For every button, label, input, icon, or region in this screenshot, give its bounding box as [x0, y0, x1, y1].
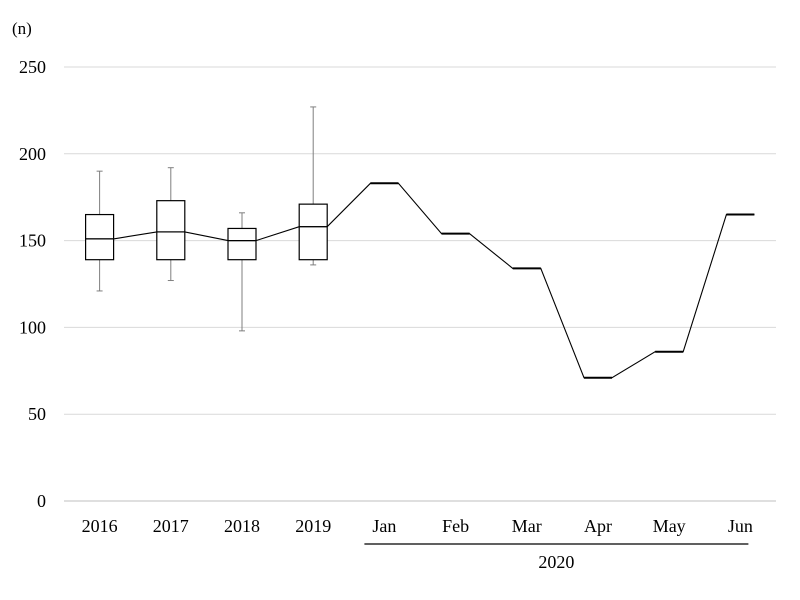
x-tick-label-Jun: Jun — [728, 516, 753, 536]
series-line — [85, 182, 755, 379]
y-tick-label-0: 0 — [37, 491, 46, 511]
x-tick-label-Apr: Apr — [584, 516, 612, 536]
x-tick-label-2017: 2017 — [153, 516, 189, 536]
boxplots — [84, 106, 328, 332]
y-tick-label-50: 50 — [28, 404, 46, 424]
x-tick-label-2018: 2018 — [224, 516, 260, 536]
x-tick-label-Jan: Jan — [372, 516, 396, 536]
y-axis-ticks: 0 50 100 150 200 250 — [19, 57, 46, 511]
x-tick-label-May: May — [653, 516, 686, 536]
x-tick-label-2019: 2019 — [295, 516, 331, 536]
boxplot-2016 — [84, 170, 115, 292]
group-label-2020: 2020 — [538, 552, 574, 572]
x-tick-label-Mar: Mar — [512, 516, 542, 536]
y-tick-label-250: 250 — [19, 57, 46, 77]
x-tick-label-Feb: Feb — [442, 516, 469, 536]
x-tick-label-2016: 2016 — [82, 516, 118, 536]
trend-line — [85, 182, 755, 379]
box-2018 — [227, 227, 257, 261]
y-tick-label-100: 100 — [19, 317, 46, 337]
boxplot-2018 — [227, 212, 257, 332]
box-2017 — [156, 200, 186, 261]
x-axis-ticks: 2016 2017 2018 2019 Jan Feb Mar Apr May Jun — [82, 516, 753, 536]
boxplot-2019 — [298, 106, 328, 266]
y-tick-label-200: 200 — [19, 144, 46, 164]
box-2019 — [298, 203, 328, 261]
boxplot-2017 — [156, 167, 186, 282]
gridlines — [64, 66, 776, 502]
y-unit-label: (n) — [12, 19, 32, 38]
y-tick-label-150: 150 — [19, 231, 46, 251]
box-2016 — [84, 213, 115, 261]
